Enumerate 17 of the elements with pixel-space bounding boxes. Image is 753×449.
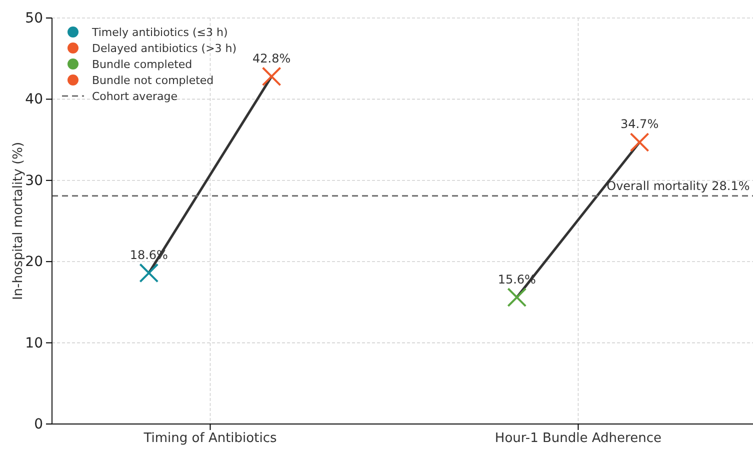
x-tick-label: Timing of Antibiotics [142,431,277,446]
y-axis-title: In-hospital mortality (%) [11,142,26,300]
legend-label: Cohort average [92,90,178,103]
y-tick-label: 10 [25,335,43,352]
data-label: 42.8% [252,51,291,66]
annotation: Overall mortality 28.1% [606,178,750,193]
y-tick-label: 0 [34,416,43,432]
legend-label: Bundle completed [92,58,192,71]
y-tick-label: 50 [25,10,43,26]
y-tick-label: 20 [25,254,43,270]
y-tick-label: 30 [25,172,43,189]
legend-label: Bundle not completed [92,74,214,87]
y-tick-label: 40 [25,92,43,108]
legend-label: Timely antibiotics (≤3 h) [91,26,228,39]
data-label: 34.7% [620,117,659,132]
legend-label: Delayed antibiotics (>3 h) [92,42,237,55]
x-tick-label: Hour-1 Bundle Adherence [494,431,662,446]
